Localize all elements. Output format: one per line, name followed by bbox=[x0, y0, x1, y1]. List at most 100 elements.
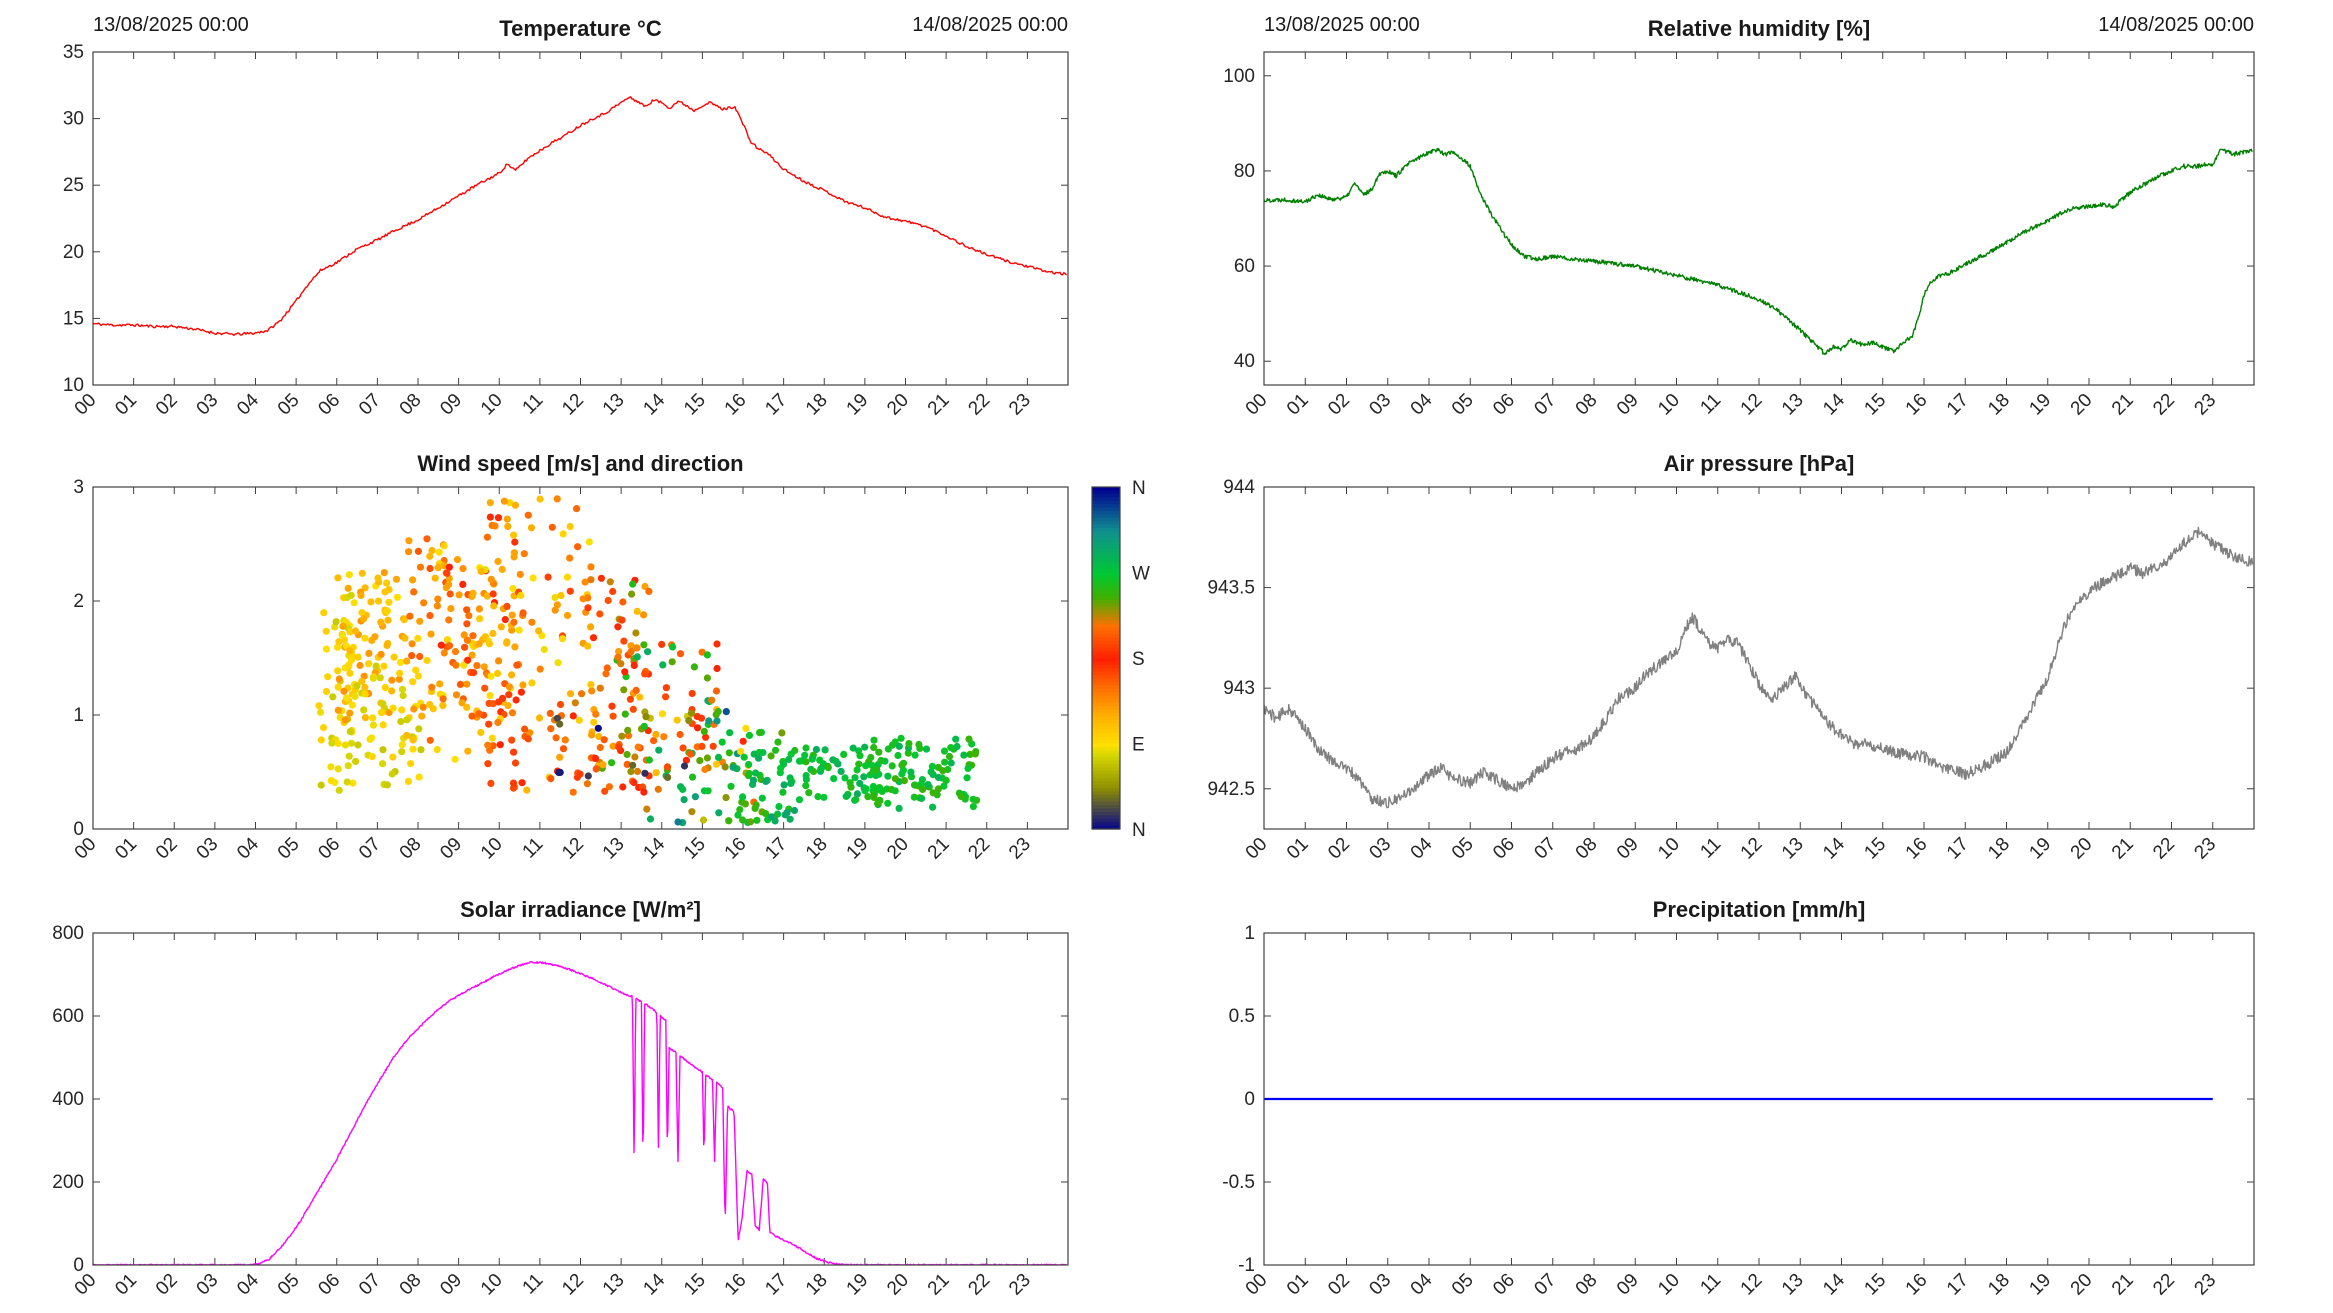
wind-sample-point bbox=[509, 784, 518, 792]
wind-sample-point bbox=[722, 794, 730, 802]
wind-sample-point bbox=[496, 741, 504, 749]
wind-sample-point bbox=[575, 716, 583, 724]
wind-sample-point bbox=[629, 705, 637, 713]
precip-title: Precipitation [mm/h] bbox=[1652, 897, 1866, 922]
wind-sample-point bbox=[451, 755, 459, 763]
x-tick-label: 18 bbox=[802, 1270, 832, 1300]
wind-sample-point bbox=[476, 615, 484, 623]
wind-sample-point bbox=[347, 591, 355, 599]
wind-sample-point bbox=[629, 580, 637, 588]
wind-sample-point bbox=[864, 793, 872, 801]
wind-sample-point bbox=[714, 753, 723, 761]
x-tick-label: 20 bbox=[2067, 1270, 2097, 1300]
wind-sample-point bbox=[361, 714, 369, 722]
x-tick-label: 02 bbox=[152, 1270, 182, 1300]
wind-sample-point bbox=[385, 586, 393, 594]
wind-sample-point bbox=[745, 769, 753, 778]
wind-sample-point bbox=[588, 687, 596, 695]
wind-sample-point bbox=[504, 522, 512, 530]
wind-sample-point bbox=[508, 736, 516, 744]
wind-sample-point bbox=[431, 574, 439, 582]
x-tick-label: 08 bbox=[1572, 1270, 1602, 1300]
wind-sample-point bbox=[408, 640, 416, 648]
x-tick-label: 02 bbox=[152, 834, 182, 864]
wind-sample-point bbox=[358, 677, 366, 685]
wind-sample-point bbox=[595, 732, 603, 741]
wind-sample-point bbox=[690, 663, 699, 671]
wind-sample-point bbox=[739, 816, 747, 824]
wind-sample-point bbox=[590, 718, 598, 726]
wind-sample-point bbox=[361, 634, 369, 642]
wind-sample-point bbox=[408, 652, 416, 660]
wind-sample-point bbox=[696, 757, 704, 765]
x-tick-label: 13 bbox=[1778, 390, 1808, 420]
wind-sample-point bbox=[536, 665, 544, 673]
y-tick-label: 0 bbox=[1244, 1089, 1255, 1110]
wind-sample-point bbox=[460, 661, 468, 669]
wind-sample-point bbox=[317, 781, 325, 789]
wind-sample-point bbox=[658, 640, 666, 648]
wind-sample-point bbox=[361, 690, 369, 698]
wind-sample-point bbox=[510, 553, 518, 561]
wind-sample-point bbox=[705, 717, 713, 725]
y-tick-label: 943 bbox=[1223, 678, 1255, 699]
wind-sample-point bbox=[526, 729, 534, 737]
wind-sample-point bbox=[390, 653, 398, 661]
wind-sample-point bbox=[419, 703, 427, 711]
wind-sample-point bbox=[445, 563, 453, 571]
wind-sample-point bbox=[640, 722, 648, 730]
x-tick-label: 01 bbox=[1283, 390, 1313, 420]
wind-sample-point bbox=[905, 740, 913, 748]
wind-sample-point bbox=[505, 683, 513, 691]
wind-sample-point bbox=[615, 743, 623, 751]
wind-sample-point bbox=[500, 497, 508, 505]
wind-sample-point bbox=[481, 633, 489, 641]
wind-sample-point bbox=[953, 742, 961, 751]
x-tick-label: 08 bbox=[396, 1270, 426, 1300]
x-tick-label: 19 bbox=[843, 834, 873, 864]
wind-sample-point bbox=[451, 648, 460, 656]
wind-sample-point bbox=[664, 773, 672, 781]
wind-sample-point bbox=[371, 633, 379, 641]
wind-sample-point bbox=[645, 756, 654, 764]
wind-sample-point bbox=[802, 772, 810, 780]
wind-sample-point bbox=[779, 788, 787, 796]
wind-sample-point bbox=[802, 782, 810, 790]
wind-sample-point bbox=[351, 692, 359, 700]
x-tick-label: 10 bbox=[477, 834, 507, 864]
x-tick-label: 17 bbox=[1943, 1270, 1973, 1300]
temperature-axes-box bbox=[92, 51, 1069, 386]
wind-sample-point bbox=[379, 746, 387, 754]
wind-sample-point bbox=[346, 647, 354, 655]
wind-sample-point bbox=[389, 704, 397, 712]
wind-sample-point bbox=[361, 584, 369, 592]
y-tick-label: 80 bbox=[1234, 161, 1255, 182]
wind-chart: Wind speed [m/s] and direction 00 01 02 03 0… bbox=[0, 450, 1166, 890]
wind-sample-point bbox=[445, 616, 453, 624]
precip-axes: 00 01 02 03 04 05 06 07 08 09 10 11 12 13 14 15 16 17 18 19… bbox=[1222, 923, 2254, 1299]
wind-sample-point bbox=[380, 569, 388, 577]
pressure-chart: Air pressure [hPa] 00 01 02 03 04 05 06 07 08 09 1… bbox=[1166, 450, 2333, 890]
x-tick-label: 13 bbox=[599, 1270, 629, 1300]
x-tick-label: 08 bbox=[1572, 390, 1602, 420]
x-tick-label: 21 bbox=[924, 1270, 954, 1300]
wind-sample-point bbox=[687, 709, 696, 717]
wind-sample-point bbox=[412, 666, 420, 674]
wind-plot: 00 01 02 03 04 05 06 07 08 09 10 11 12 13 14 15 16 17 18 19… bbox=[71, 477, 1150, 864]
wind-sample-point bbox=[626, 695, 635, 703]
wind-sample-point bbox=[703, 754, 712, 762]
x-tick-label: 04 bbox=[233, 389, 263, 419]
wind-sample-point bbox=[484, 760, 492, 768]
wind-sample-point bbox=[535, 714, 544, 722]
wind-sample-point bbox=[509, 779, 518, 787]
wind-sample-point bbox=[332, 618, 340, 626]
wind-sample-point bbox=[780, 781, 788, 789]
wind-sample-point bbox=[840, 750, 848, 758]
wind-sample-point bbox=[726, 729, 734, 737]
wind-sample-point bbox=[752, 801, 760, 809]
wind-sample-point bbox=[365, 660, 373, 668]
wind-sample-point bbox=[334, 574, 342, 582]
wind-sample-point bbox=[584, 594, 592, 602]
wind-sample-point bbox=[940, 782, 948, 790]
wind-sample-point bbox=[609, 712, 617, 720]
